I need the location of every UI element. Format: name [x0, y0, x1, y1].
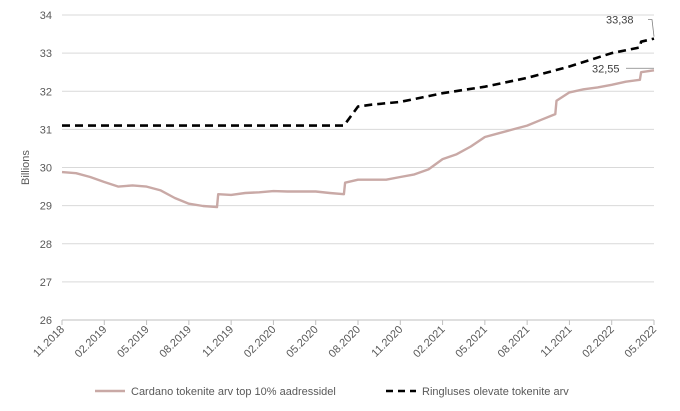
y-tick-label: 27 [40, 277, 52, 289]
series-lines [61, 37, 655, 209]
x-axis-ticks: 11.2018 02.2019 05.2019 08.2019 11.2019 02.20… [31, 320, 659, 360]
annotation-label: 33,38 [606, 15, 634, 27]
y-tick-label: 29 [40, 201, 52, 213]
x-tick-label: 11.2020 [369, 324, 405, 360]
x-tick-label: 08.2020 [327, 324, 364, 361]
y-tick-label: 26 [40, 315, 52, 327]
x-tick-label: 02.2022 [580, 324, 617, 361]
y-tick-label: 34 [40, 10, 52, 22]
x-tick-label: 02.2020 [242, 324, 279, 361]
series-line-1 [62, 37, 655, 127]
annotation-leader [648, 19, 655, 37]
y-axis-ticks: 26 27 28 29 30 31 32 33 34 [40, 10, 52, 327]
x-tick-label: 08.2019 [157, 324, 194, 361]
gridlines [62, 14, 654, 283]
x-tick-label: 08.2021 [496, 324, 533, 361]
legend: Cardano tokenite arv top 10% aadressidel… [95, 386, 569, 398]
y-tick-label: 30 [40, 163, 52, 175]
y-tick-label: 28 [40, 239, 52, 251]
legend-label-1: Ringluses olevate tokenite arv [422, 386, 569, 398]
x-tick-label: 05.2020 [284, 324, 321, 361]
y-tick-label: 33 [40, 48, 52, 60]
series-line-0 [61, 69, 655, 209]
y-axis-label: Billions [20, 150, 32, 185]
x-tick-label: 02.2019 [73, 324, 110, 361]
y-tick-label: 31 [40, 124, 52, 136]
data-annotations: 33,38 32,55 [592, 15, 655, 75]
x-tick-label: 11.2019 [200, 324, 236, 360]
annotation-label: 32,55 [592, 63, 620, 75]
legend-label-0: Cardano tokenite arv top 10% aadressidel [131, 386, 336, 398]
y-tick-label: 32 [40, 86, 52, 98]
x-tick-label: 02.2021 [411, 324, 448, 361]
x-tick-label: 05.2022 [623, 324, 660, 361]
x-tick-label: 05.2019 [115, 324, 152, 361]
x-tick-label: 05.2021 [453, 324, 490, 361]
x-tick-label: 11.2018 [31, 324, 67, 360]
x-tick-label: 11.2021 [539, 324, 575, 360]
